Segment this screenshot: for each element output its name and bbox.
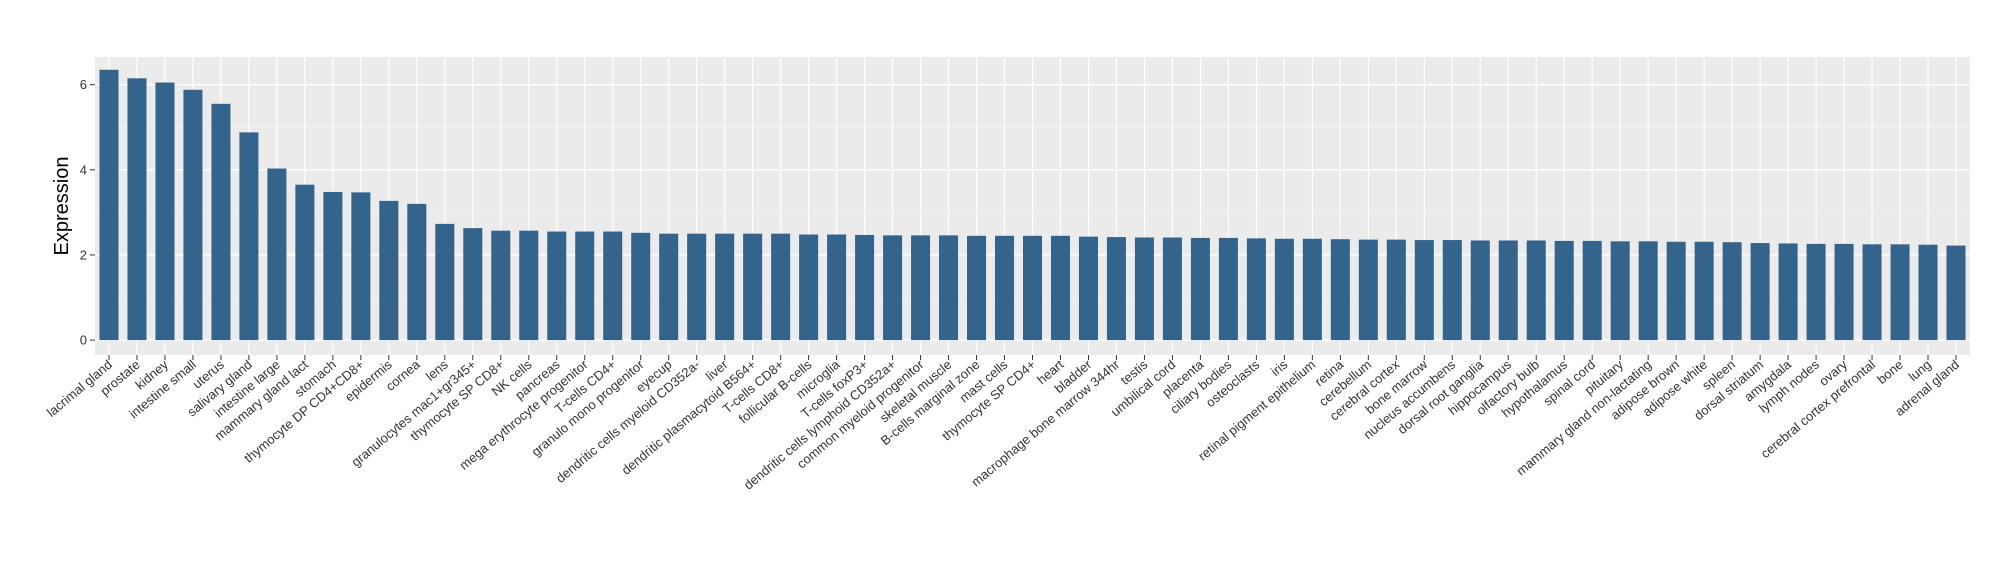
bar: [1862, 244, 1882, 341]
bar: [1470, 240, 1490, 341]
bar: [1246, 238, 1266, 341]
bar: [911, 235, 931, 341]
bar: [1666, 241, 1686, 341]
bar: [855, 234, 875, 341]
bar: [687, 233, 707, 341]
bar: [295, 184, 315, 341]
bar: [1526, 240, 1546, 341]
bar: [463, 228, 483, 341]
bar: [603, 231, 623, 341]
bar: [491, 230, 511, 341]
bar: [1134, 237, 1154, 341]
bar: [351, 192, 371, 341]
bar: [715, 233, 735, 341]
bar: [1162, 237, 1182, 341]
bar: [1946, 245, 1966, 341]
y-axis: 0 2 4 6: [80, 77, 95, 348]
bar: [771, 233, 791, 341]
bar: [1218, 237, 1238, 341]
bar: [1442, 240, 1462, 341]
bar: [575, 231, 595, 341]
bar: [323, 191, 343, 341]
bar: [1498, 240, 1518, 341]
y-tick-label: 2: [80, 247, 87, 262]
bar: [799, 234, 819, 341]
bar: [659, 233, 679, 341]
bar: [1834, 243, 1854, 341]
bar: [99, 69, 119, 341]
y-tick-label: 0: [80, 333, 87, 348]
bar: [547, 231, 567, 341]
bar: [267, 168, 287, 341]
bar: [519, 230, 539, 341]
bar: [1190, 237, 1210, 341]
bar: [1078, 236, 1098, 341]
bar: [127, 78, 147, 341]
bar: [1330, 239, 1350, 341]
bar: [1890, 244, 1910, 341]
bar: [1386, 239, 1406, 341]
bar: [1750, 243, 1770, 341]
bar: [1722, 242, 1742, 341]
bar: [631, 232, 651, 341]
bar: [827, 234, 847, 341]
bar: [1106, 237, 1126, 341]
y-tick-label: 4: [80, 162, 87, 177]
bar: [1638, 241, 1658, 341]
x-tick-label: bone: [1874, 357, 1906, 387]
bar: [155, 82, 175, 341]
bar: [1778, 243, 1798, 341]
bar: [183, 89, 203, 341]
bar: [435, 223, 455, 341]
bar: [1806, 243, 1826, 341]
bar: [1610, 241, 1630, 341]
bar: [1582, 240, 1602, 341]
bar: [1302, 238, 1322, 341]
bar: [239, 132, 259, 341]
bar: [995, 235, 1015, 341]
bar-series: [99, 69, 1966, 341]
bar: [1050, 235, 1070, 341]
bar: [743, 233, 763, 341]
bar: [1022, 235, 1043, 341]
y-axis-title: Expression: [51, 157, 73, 256]
bar: [939, 235, 959, 341]
bar: [407, 203, 427, 341]
bar: [211, 103, 231, 341]
bar: [1274, 238, 1294, 341]
bar: [1918, 244, 1938, 341]
bar: [379, 200, 399, 341]
bar: [883, 235, 903, 341]
bar: [1554, 240, 1574, 341]
bar: [1414, 240, 1434, 341]
bar: [1694, 241, 1714, 341]
bar: [967, 235, 987, 341]
y-tick-label: 6: [80, 77, 87, 92]
bar: [1358, 239, 1378, 341]
